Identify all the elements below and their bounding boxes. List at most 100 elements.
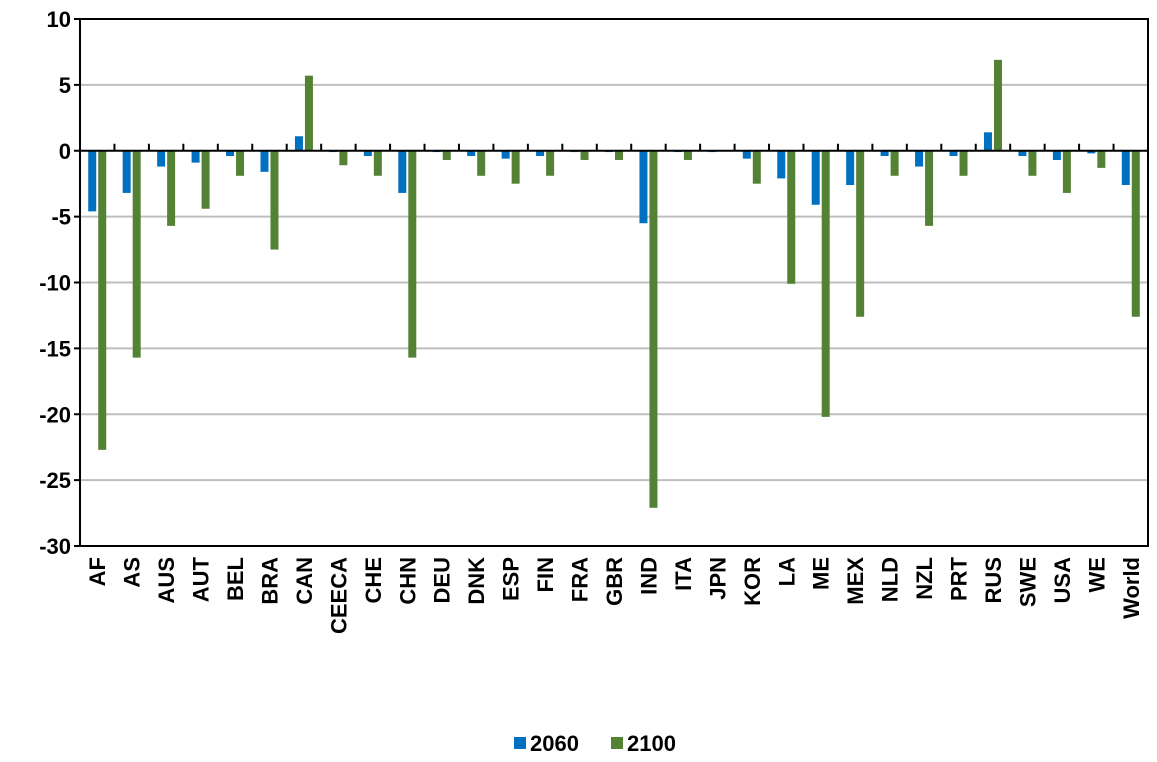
x-tick-label: AUS (154, 557, 179, 603)
x-tick-label: RUS (981, 557, 1006, 603)
x-tick-label: BRA (257, 557, 282, 605)
bar-2100-mex (856, 150, 865, 317)
bar-2100-af (98, 150, 107, 450)
x-tick-label: DNK (464, 557, 489, 605)
bar-2100-la (787, 150, 796, 284)
bars (88, 59, 1140, 508)
bar-2060-mex (846, 150, 855, 186)
y-tick-label: 5 (59, 73, 71, 98)
bar-2060-esp (501, 150, 510, 159)
bar-2060-prt (949, 150, 958, 157)
legend: 2060 2100 (514, 731, 676, 756)
bar-2060-as (122, 150, 131, 193)
x-tick-label: CAN (292, 557, 317, 605)
bar-2060-che (363, 150, 372, 157)
x-tick-label: CEECA (326, 557, 351, 634)
axes (74, 18, 1149, 547)
y-tick-label: -20 (39, 402, 71, 427)
bar-2100-fra (580, 150, 589, 160)
x-tick-label: FRA (568, 557, 593, 602)
bar-2100-chn (408, 150, 417, 358)
bar-2100-gbr (615, 150, 623, 160)
y-tick-label: -5 (51, 205, 71, 230)
bar-2060-me (811, 150, 820, 205)
bar-2100-esp (511, 150, 520, 184)
bar-2100-aut (201, 150, 210, 209)
bar-2100-ita (683, 150, 692, 160)
bar-2100-fin (546, 150, 555, 176)
x-tick-label: ITA (671, 557, 696, 591)
legend-swatch-2060 (514, 737, 526, 749)
bar-2100-me (821, 150, 830, 417)
bar-2060-rus (983, 132, 992, 151)
legend-swatch-2100 (611, 737, 623, 749)
bar-2060-world (1121, 150, 1130, 186)
x-tick-label: PRT (947, 556, 972, 601)
bar-2060-usa (1052, 150, 1061, 160)
bar-2060-fin (536, 150, 545, 157)
bar-2060-kor (742, 150, 751, 159)
x-tick-label: AF (85, 557, 110, 586)
gridlines (80, 18, 1148, 547)
bar-2100-ind (649, 150, 658, 508)
bar-2060-ind (639, 150, 648, 224)
bar-2060-bra (260, 150, 269, 172)
x-tick-label: NLD (878, 557, 903, 602)
x-tick-label: IND (636, 557, 661, 595)
x-tick-label: ESP (499, 557, 524, 601)
x-tick-label: ME (809, 557, 834, 590)
x-tick-label: DEU (430, 557, 455, 603)
x-tick-label: WE (1084, 557, 1109, 592)
y-tick-label: 10 (47, 7, 71, 32)
bar-2060-chn (398, 150, 407, 193)
y-tick-label: -30 (39, 534, 71, 559)
bar-2060-la (777, 150, 786, 179)
x-tick-label: AS (120, 557, 145, 588)
legend-label-2060: 2060 (530, 731, 579, 756)
x-tick-label: World (1119, 557, 1144, 619)
legend-label-2100: 2100 (627, 731, 676, 756)
y-tick-label: -10 (39, 271, 71, 296)
bar-2100-dnk (477, 150, 486, 176)
x-tick-label: BEL (223, 557, 248, 601)
bar-2100-prt (959, 150, 968, 176)
x-tick-label: KOR (740, 557, 765, 606)
y-tick-label: -15 (39, 336, 71, 361)
x-tick-label: FIN (533, 557, 558, 592)
bar-2060-bel (226, 150, 235, 157)
x-tick-labels: AF AS AUS AUT BEL BRA CAN CEECA CHE CHN DEU DNK ESP F… (85, 556, 1144, 634)
y-tick-labels: 10 5 0 -5 -10 -15 -20 -25 -30 (39, 7, 71, 559)
bar-2100-usa (1062, 150, 1071, 193)
bar-2100-world (1131, 150, 1140, 317)
bar-2100-che (373, 150, 382, 176)
bar-2100-kor (752, 150, 761, 184)
bar-2100-deu (442, 150, 451, 160)
bar-2060-dnk (467, 150, 476, 157)
x-tick-label: JPN (705, 557, 730, 600)
bar-2060-aut (191, 150, 200, 163)
y-tick-label: 0 (59, 139, 71, 164)
bar-2100-as (132, 150, 141, 358)
x-tick-label: AUT (189, 556, 214, 602)
bar-2060-we (1087, 150, 1096, 154)
x-tick-label: CHN (395, 557, 420, 605)
bar-2100-bra (270, 150, 279, 250)
bar-2100-bel (236, 150, 245, 176)
x-tick-label: MEX (843, 557, 868, 605)
bar-2100-nzl (925, 150, 934, 226)
bar-2060-af (88, 150, 97, 212)
x-tick-label: CHE (361, 557, 386, 603)
bar-2060-nld (880, 150, 889, 157)
bar-2100-rus (993, 59, 1002, 151)
x-tick-label: SWE (1015, 557, 1040, 607)
bar-2100-can (304, 75, 313, 151)
bar-2100-ceeca (339, 150, 348, 166)
bar-2100-aus (167, 150, 176, 226)
bar-2100-swe (1028, 150, 1037, 176)
bar-2100-nld (890, 150, 899, 176)
x-tick-label: GBR (602, 557, 627, 606)
bar-2060-swe (1018, 150, 1027, 157)
x-tick-label: LA (774, 557, 799, 586)
